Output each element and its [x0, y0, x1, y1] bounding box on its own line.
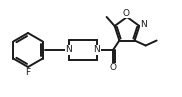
Text: N: N: [66, 45, 72, 55]
Text: O: O: [110, 63, 116, 72]
Text: N: N: [94, 45, 100, 55]
Text: F: F: [25, 68, 31, 77]
Text: N: N: [140, 20, 147, 29]
Text: O: O: [122, 9, 130, 17]
